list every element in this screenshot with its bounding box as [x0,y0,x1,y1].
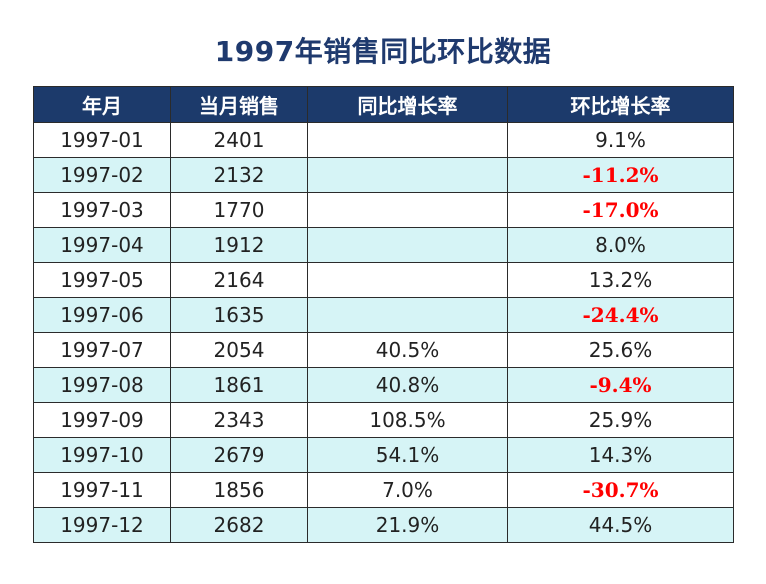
cell-yoy: 7.0% [307,472,508,508]
cell-sales: 2132 [170,157,308,193]
table-row: 1997-10 2679 54.1% 14.3% [33,437,734,473]
cell-sales: 1861 [170,367,308,403]
table-body: 1997-01 2401 9.1% 1997-02 2132 -11.2% 1997-03 1… [33,122,734,543]
column-header-yoy: 同比增长率 [307,86,508,123]
column-header-month: 年月 [33,86,171,123]
cell-yoy: 108.5% [307,402,508,438]
table-row: 1997-03 1770 -17.0% [33,192,734,228]
cell-month: 1997-03 [33,192,171,228]
sales-table: 年月 当月销售 同比增长率 环比增长率 1997-01 2401 9.1% 1997-… [33,86,734,543]
cell-sales: 1635 [170,297,308,333]
cell-mom: 14.3% [507,437,734,473]
column-header-mom: 环比增长率 [507,86,734,123]
cell-month: 1997-07 [33,332,171,368]
cell-yoy [307,122,508,158]
cell-month: 1997-04 [33,227,171,263]
cell-month: 1997-05 [33,262,171,298]
cell-month: 1997-12 [33,507,171,543]
cell-month: 1997-06 [33,297,171,333]
cell-yoy [307,157,508,193]
column-header-sales: 当月销售 [170,86,308,123]
table-row: 1997-09 2343 108.5% 25.9% [33,402,734,438]
cell-yoy [307,227,508,263]
cell-mom: -11.2% [507,157,734,193]
table-row: 1997-05 2164 13.2% [33,262,734,298]
table-row: 1997-04 1912 8.0% [33,227,734,263]
cell-mom: -17.0% [507,192,734,228]
cell-sales: 1770 [170,192,308,228]
cell-yoy: 21.9% [307,507,508,543]
cell-mom: 9.1% [507,122,734,158]
cell-mom: -24.4% [507,297,734,333]
cell-mom: -30.7% [507,472,734,508]
chart-title: 1997年销售同比环比数据 [214,35,552,68]
cell-month: 1997-01 [33,122,171,158]
cell-mom: 8.0% [507,227,734,263]
cell-month: 1997-09 [33,402,171,438]
cell-sales: 2682 [170,507,308,543]
cell-yoy: 54.1% [307,437,508,473]
cell-mom: 44.5% [507,507,734,543]
cell-sales: 2401 [170,122,308,158]
cell-mom: -9.4% [507,367,734,403]
table-row: 1997-07 2054 40.5% 25.6% [33,332,734,368]
cell-yoy: 40.5% [307,332,508,368]
cell-month: 1997-10 [33,437,171,473]
cell-mom: 25.9% [507,402,734,438]
cell-yoy [307,297,508,333]
table-row: 1997-06 1635 -24.4% [33,297,734,333]
table-row: 1997-12 2682 21.9% 44.5% [33,507,734,543]
cell-sales: 1912 [170,227,308,263]
table-row: 1997-08 1861 40.8% -9.4% [33,367,734,403]
table-header-row: 年月 当月销售 同比增长率 环比增长率 [33,86,734,123]
cell-month: 1997-02 [33,157,171,193]
cell-mom: 25.6% [507,332,734,368]
cell-mom: 13.2% [507,262,734,298]
table-row: 1997-01 2401 9.1% [33,122,734,158]
cell-sales: 2679 [170,437,308,473]
cell-sales: 2164 [170,262,308,298]
cell-sales: 1856 [170,472,308,508]
table-row: 1997-02 2132 -11.2% [33,157,734,193]
cell-sales: 2054 [170,332,308,368]
cell-yoy [307,192,508,228]
cell-sales: 2343 [170,402,308,438]
cell-month: 1997-11 [33,472,171,508]
table-row: 1997-11 1856 7.0% -30.7% [33,472,734,508]
cell-yoy [307,262,508,298]
cell-yoy: 40.8% [307,367,508,403]
cell-month: 1997-08 [33,367,171,403]
